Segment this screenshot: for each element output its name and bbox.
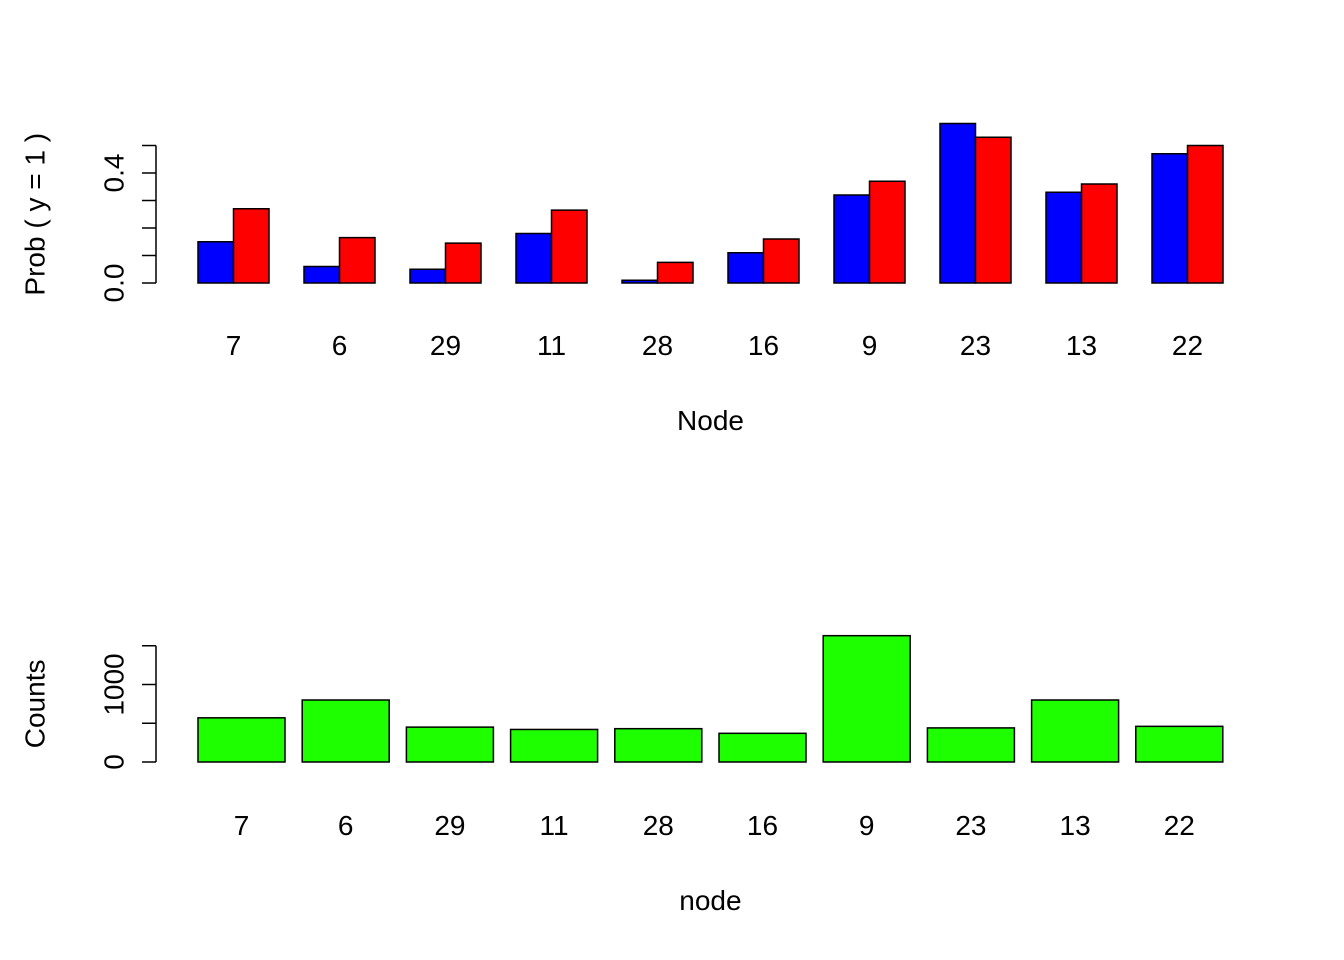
x-tick-label: 7 [226, 330, 242, 361]
x-axis-title: Node [677, 405, 744, 436]
probability-chart: 7 6 29 11 28 16 9 23 13 22 0.0 0.4 Node Prob ( y = 1 … [20, 122, 1224, 436]
bar-28 [614, 727, 703, 763]
x-tick-label: 28 [643, 810, 674, 841]
x-tick-label: 16 [748, 330, 779, 361]
bar-7-series-1 [197, 241, 235, 284]
bar-13-series-2 [1080, 183, 1118, 284]
x-tick-label: 6 [338, 810, 354, 841]
bar-29-series-2 [444, 242, 482, 284]
bar-16-series-1 [727, 252, 765, 284]
x-tick-label: 9 [859, 810, 875, 841]
x-tick-label: 11 [537, 330, 566, 361]
y-tick-label: 0.4 [99, 154, 130, 193]
bar-13 [1030, 699, 1120, 763]
bar-16 [718, 732, 807, 763]
bar-11-series-2 [550, 209, 588, 284]
bar-7 [197, 717, 286, 763]
bar-29-series-1 [409, 268, 447, 284]
bar-23-series-2 [974, 136, 1012, 284]
bar-6-series-2 [338, 236, 376, 284]
bar-6 [301, 699, 390, 763]
bar-16-series-2 [762, 238, 800, 284]
x-tick-label: 23 [955, 810, 986, 841]
bar-6-series-1 [303, 265, 341, 284]
x-tick-label: 7 [234, 810, 250, 841]
bar-9-series-1 [833, 194, 871, 284]
y-tick-label: 0 [99, 754, 130, 770]
x-tick-label: 28 [642, 330, 673, 361]
x-axis-title: node [679, 885, 741, 916]
bar-9 [822, 634, 911, 763]
y-tick-label: 1000 [99, 653, 130, 715]
bar-13-series-1 [1045, 191, 1083, 284]
bar-23 [926, 727, 1016, 763]
x-tick-label: 23 [960, 330, 991, 361]
bar-11 [509, 728, 599, 763]
bar-23-series-1 [939, 122, 977, 284]
x-tick-label: 13 [1060, 810, 1091, 841]
bar-11-series-1 [515, 232, 553, 284]
x-tick-label: 29 [430, 330, 461, 361]
bar-29 [405, 726, 495, 763]
x-tick-label: 9 [862, 330, 878, 361]
y-axis-title: Prob ( y = 1 ) [20, 133, 51, 296]
x-tick-label: 22 [1164, 810, 1195, 841]
y-axis-title: Counts [20, 660, 51, 749]
bar-9-series-2 [868, 180, 906, 284]
bar-7-series-2 [232, 208, 270, 284]
y-tick-label: 0.0 [99, 264, 130, 303]
x-tick-label: 22 [1172, 330, 1203, 361]
bar-28-series-2 [656, 261, 694, 284]
bar-22 [1135, 725, 1224, 763]
counts-chart: 7 6 29 11 28 16 9 23 13 22 0 1000 node Counts [20, 634, 1224, 916]
x-tick-label: 6 [332, 330, 348, 361]
x-tick-label: 29 [434, 810, 465, 841]
bar-22-series-2 [1186, 144, 1224, 284]
x-tick-label: 13 [1066, 330, 1097, 361]
x-tick-label: 11 [540, 810, 569, 841]
x-tick-label: 16 [747, 810, 778, 841]
bar-28-series-1 [621, 279, 659, 284]
bar-22-series-1 [1151, 153, 1189, 284]
